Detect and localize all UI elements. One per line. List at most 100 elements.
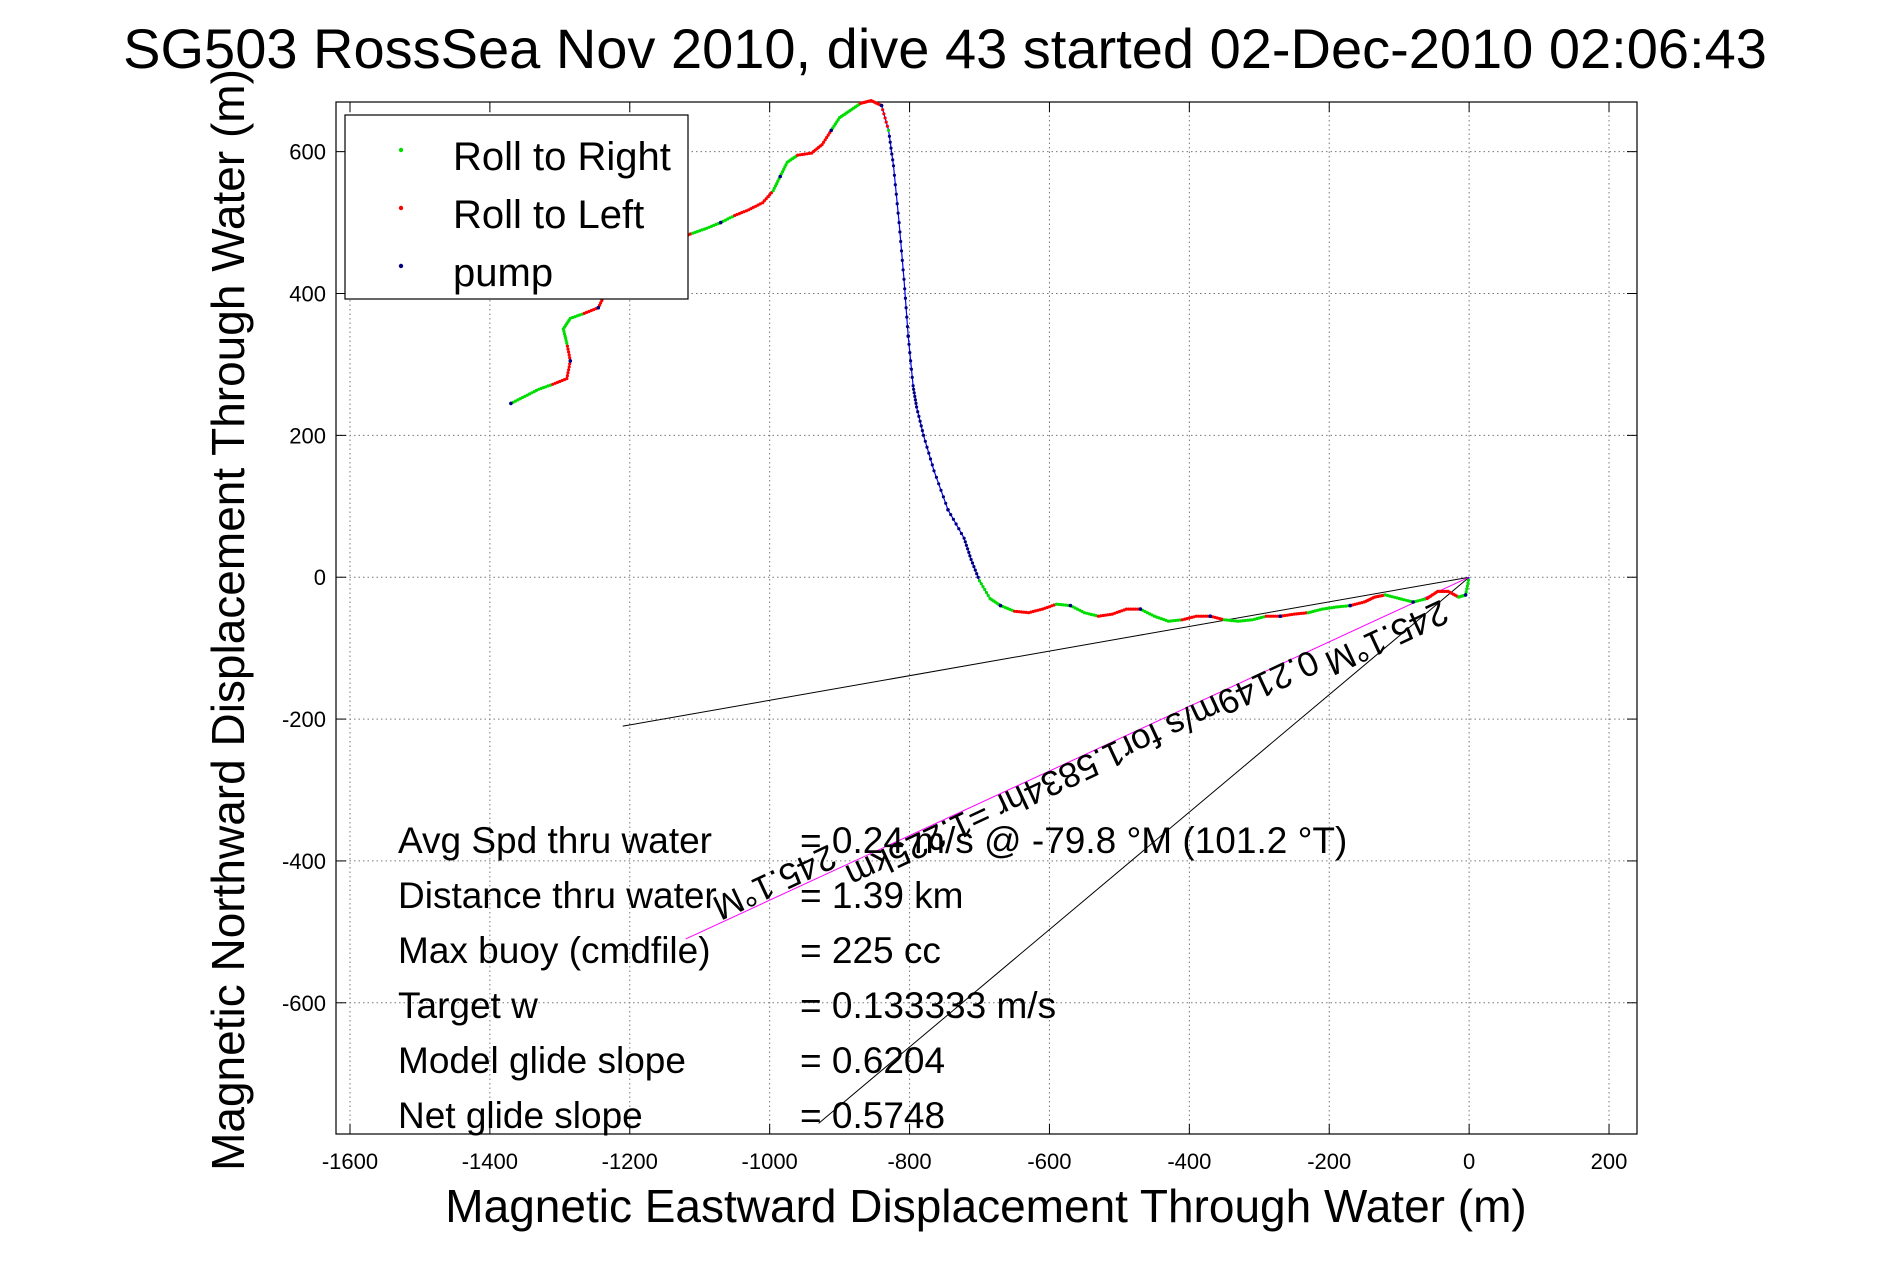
track-marker bbox=[893, 183, 897, 187]
track-marker bbox=[1248, 618, 1252, 622]
pump-marker bbox=[879, 103, 884, 108]
track-marker bbox=[891, 158, 895, 162]
stat-value: = 0.133333 m/s bbox=[800, 985, 1056, 1026]
track-marker bbox=[984, 591, 989, 595]
track-marker bbox=[1241, 619, 1245, 623]
track-marker bbox=[884, 120, 888, 124]
track-marker bbox=[903, 287, 907, 291]
stat-label: Max buoy (cmdfile) bbox=[398, 930, 711, 971]
track-marker bbox=[599, 301, 603, 305]
track-marker bbox=[972, 565, 976, 569]
track-marker bbox=[970, 561, 975, 565]
track-marker bbox=[892, 173, 897, 177]
track-marker bbox=[899, 239, 903, 244]
track-marker bbox=[751, 205, 755, 209]
track-marker bbox=[820, 143, 824, 147]
track-marker bbox=[917, 414, 921, 418]
track-marker bbox=[566, 347, 570, 351]
track-marker bbox=[882, 112, 886, 116]
track-marker bbox=[782, 167, 786, 171]
track-marker bbox=[930, 463, 934, 467]
track-marker bbox=[923, 439, 927, 443]
track-marker bbox=[1334, 605, 1338, 609]
x-tick-label: 0 bbox=[1463, 1149, 1475, 1174]
track-marker bbox=[1465, 587, 1469, 591]
track-marker bbox=[1012, 609, 1017, 613]
track-marker bbox=[1199, 614, 1203, 618]
track-marker bbox=[932, 469, 936, 473]
track-marker bbox=[1082, 611, 1086, 615]
stats-block: Avg Spd thru water = 0.24 m/s @ -79.8 °M… bbox=[398, 820, 1347, 1136]
track-marker bbox=[915, 405, 919, 409]
track-marker bbox=[1339, 604, 1343, 609]
track-marker bbox=[969, 557, 973, 562]
track-marker bbox=[562, 332, 567, 336]
track-marker bbox=[1327, 606, 1331, 610]
track-marker bbox=[898, 230, 902, 234]
track-marker bbox=[1357, 601, 1362, 605]
track-marker bbox=[896, 211, 900, 215]
x-tick-label: -400 bbox=[1167, 1149, 1211, 1174]
track-marker bbox=[1392, 595, 1397, 599]
track-marker bbox=[1015, 609, 1019, 614]
track-marker bbox=[894, 192, 898, 196]
track-marker bbox=[1239, 619, 1243, 623]
pump-marker bbox=[946, 508, 950, 512]
track-marker bbox=[544, 385, 548, 389]
track-marker bbox=[1134, 607, 1138, 611]
stat-label: Avg Spd thru water bbox=[398, 820, 712, 861]
track-marker bbox=[1113, 611, 1117, 615]
track-marker bbox=[1290, 612, 1294, 617]
track-marker bbox=[957, 527, 961, 531]
track-marker bbox=[1089, 612, 1093, 617]
track-marker bbox=[530, 391, 534, 395]
track-marker bbox=[1246, 618, 1250, 622]
track-marker bbox=[891, 164, 896, 168]
track-marker bbox=[565, 374, 570, 378]
x-tick-label: 200 bbox=[1591, 1149, 1628, 1174]
track-marker bbox=[916, 410, 920, 414]
x-tick-label: -1200 bbox=[602, 1149, 658, 1174]
track-marker bbox=[975, 572, 979, 576]
track-marker bbox=[909, 367, 914, 371]
track-marker bbox=[881, 108, 885, 112]
track-marker bbox=[1061, 603, 1065, 607]
track-marker bbox=[565, 377, 569, 381]
y-tick-label: 400 bbox=[289, 282, 326, 307]
ray-line bbox=[622, 576, 1470, 727]
track-marker bbox=[566, 371, 570, 375]
track-marker bbox=[803, 152, 807, 156]
track-marker bbox=[1166, 619, 1170, 623]
track-marker bbox=[772, 186, 776, 190]
track-marker bbox=[1253, 617, 1257, 621]
legend-label-roll-right: Roll to Right bbox=[453, 135, 671, 179]
track-marker bbox=[564, 339, 568, 343]
track-marker bbox=[1222, 618, 1226, 622]
track-marker bbox=[1127, 607, 1131, 611]
track-marker bbox=[714, 222, 718, 227]
track-marker bbox=[1045, 605, 1049, 610]
track-marker bbox=[983, 588, 987, 592]
track-marker bbox=[742, 210, 746, 214]
track-marker bbox=[592, 308, 596, 312]
track-marker bbox=[1176, 618, 1180, 622]
track-marker bbox=[962, 536, 966, 540]
y-tick-label: 600 bbox=[289, 140, 326, 165]
track-marker bbox=[585, 310, 589, 314]
track-marker bbox=[728, 216, 732, 220]
pump-marker bbox=[1348, 603, 1352, 608]
track-marker bbox=[776, 179, 780, 183]
track-marker bbox=[822, 140, 826, 144]
track-marker bbox=[920, 429, 925, 433]
track-marker bbox=[707, 225, 711, 229]
legend-label-pump: pump bbox=[453, 251, 553, 295]
pump-marker bbox=[1138, 607, 1143, 611]
pump-marker bbox=[998, 603, 1003, 608]
track-marker bbox=[919, 424, 923, 428]
track-marker bbox=[1057, 602, 1061, 607]
pump-marker bbox=[1208, 614, 1213, 618]
track-marker bbox=[912, 387, 916, 391]
pump-marker bbox=[778, 174, 782, 179]
x-tick-label: -800 bbox=[888, 1149, 932, 1174]
track-marker bbox=[909, 359, 913, 363]
